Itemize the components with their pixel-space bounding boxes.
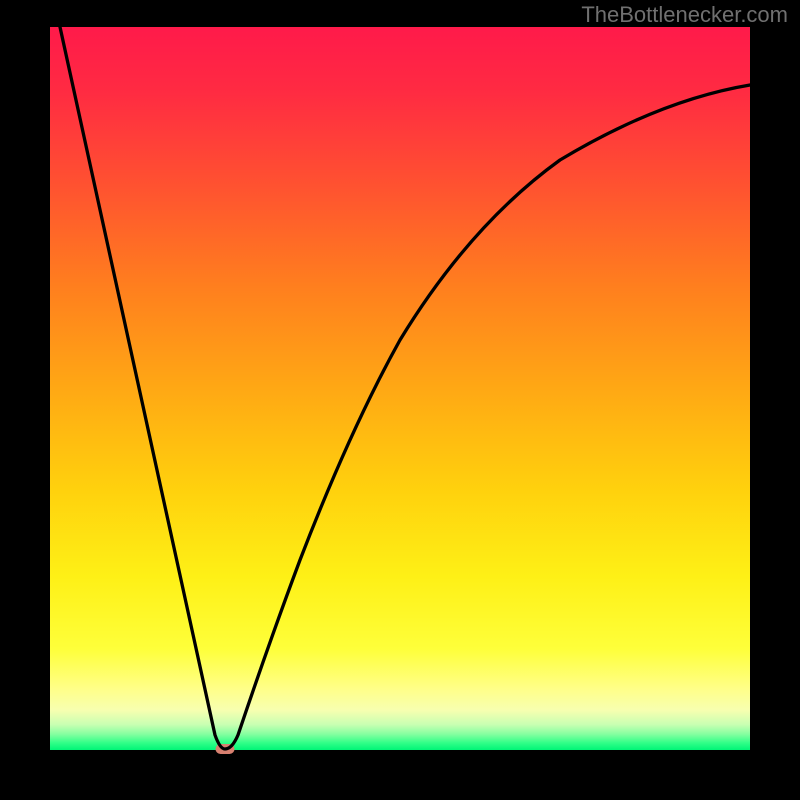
chart-svg: TheBottlenecker.com [0, 0, 800, 800]
plot-area [50, 27, 750, 750]
chart-viewport: TheBottlenecker.com [0, 0, 800, 800]
attribution-text: TheBottlenecker.com [581, 2, 788, 27]
